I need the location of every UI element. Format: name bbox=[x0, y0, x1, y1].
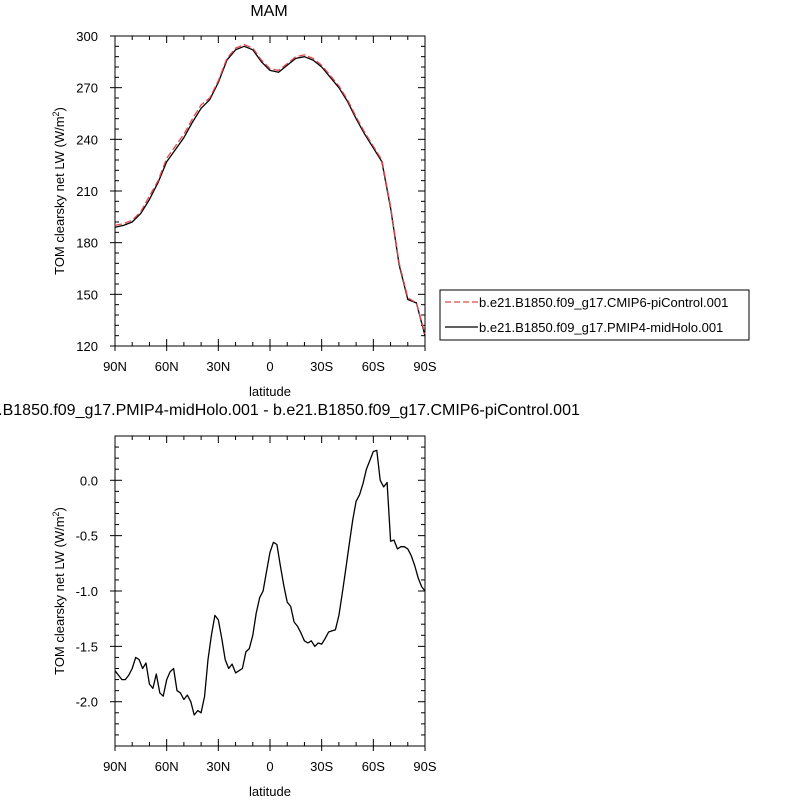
bottom-ytick-label: -1.0 bbox=[76, 584, 98, 599]
bottom-chart-title: b.e21.B1850.f09_g17.PMIP4-midHolo.001 - … bbox=[0, 402, 580, 419]
top-plot-frame bbox=[114, 35, 426, 347]
top-xtick-label: 90N bbox=[103, 359, 127, 374]
top-ytick-label: 120 bbox=[76, 339, 98, 354]
bottom-xtick-label: 90S bbox=[413, 759, 436, 774]
top-xtick-label: 0 bbox=[266, 359, 273, 374]
top-ytick-label: 240 bbox=[76, 132, 98, 147]
top-xtick-label: 60S bbox=[362, 359, 385, 374]
top-ytick-label: 300 bbox=[76, 29, 98, 44]
top-xtick-label: 60N bbox=[155, 359, 179, 374]
bottom-axis-ticks: 90N 60N 30N 0 30S 60S 90S -2.0 -1.5 -1.0 -0.5 0.0 bbox=[76, 435, 437, 774]
bottom-xtick-label: 30S bbox=[310, 759, 333, 774]
legend-box bbox=[439, 289, 750, 341]
bottom-plot-frame bbox=[114, 435, 426, 747]
bottom-ytick-label: 0.0 bbox=[80, 473, 98, 488]
top-axis-ticks: 90N 60N 30N 0 30S 60S 90S 120 150 180 210 240 270 300 bbox=[76, 29, 437, 374]
top-series-lines bbox=[114, 43, 426, 336]
panel-bottom: b.e21.B1850.f09_g17.PMIP4-midHolo.001 - … bbox=[0, 402, 580, 799]
bottom-xtick-label: 60N bbox=[155, 759, 179, 774]
bottom-x-axis-label: latitude bbox=[249, 784, 291, 799]
top-ytick-label: 180 bbox=[76, 236, 98, 251]
bottom-ytick-label: -1.5 bbox=[76, 639, 98, 654]
bottom-y-axis-label: TOM clearsky net LW (W/m2) bbox=[51, 507, 67, 675]
legend-label-picontrol: b.e21.B1850.f09_g17.CMIP6-piControl.001 bbox=[479, 295, 728, 310]
bottom-series-lines bbox=[114, 449, 426, 716]
legend: b.e21.B1850.f09_g17.CMIP6-piControl.001 … bbox=[439, 289, 750, 341]
panel-top: MAM 90N 60N 30N 0 30S 60S 90S 120 150 180 210 240 27… bbox=[51, 3, 750, 399]
top-series-line-0 bbox=[114, 45, 426, 336]
top-ytick-label: 210 bbox=[76, 184, 98, 199]
top-y-axis-label: TOM clearsky net LW (W/m2) bbox=[51, 107, 67, 275]
bottom-xtick-label: 30N bbox=[206, 759, 230, 774]
top-chart-title: MAM bbox=[250, 3, 287, 20]
top-xtick-label: 30N bbox=[206, 359, 230, 374]
top-xtick-label: 90S bbox=[413, 359, 436, 374]
top-x-axis-label: latitude bbox=[249, 384, 291, 399]
bottom-xtick-label: 60S bbox=[362, 759, 385, 774]
bottom-xtick-label: 0 bbox=[266, 759, 273, 774]
top-ytick-label: 150 bbox=[76, 287, 98, 302]
top-xtick-label: 30S bbox=[310, 359, 333, 374]
top-series-line-1 bbox=[114, 43, 426, 335]
bottom-ytick-label: -0.5 bbox=[76, 529, 98, 544]
bottom-ytick-label: -2.0 bbox=[76, 695, 98, 710]
bottom-xtick-label: 90N bbox=[103, 759, 127, 774]
top-ytick-label: 270 bbox=[76, 81, 98, 96]
bottom-series-line-0 bbox=[114, 449, 426, 716]
legend-label-midholo: b.e21.B1850.f09_g17.PMIP4-midHolo.001 bbox=[479, 320, 723, 335]
